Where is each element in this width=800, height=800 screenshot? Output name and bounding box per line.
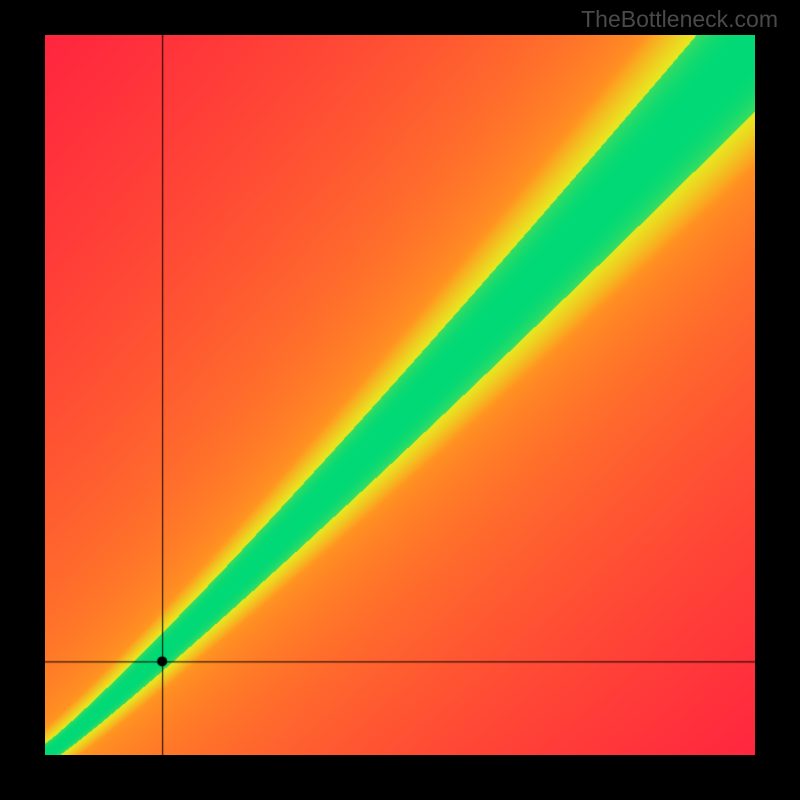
watermark-text: TheBottleneck.com	[581, 6, 778, 33]
heatmap-canvas	[45, 35, 755, 755]
heatmap-plot	[45, 35, 755, 755]
